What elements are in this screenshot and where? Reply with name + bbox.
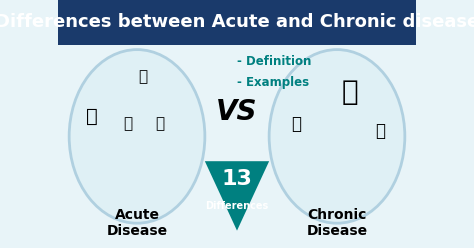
Text: Acute
Disease: Acute Disease xyxy=(107,208,168,238)
Text: 🫁: 🫁 xyxy=(341,78,358,106)
Text: 🦠: 🦠 xyxy=(138,69,147,84)
Text: 💊: 💊 xyxy=(291,115,301,133)
Text: Differences between Acute and Chronic disease: Differences between Acute and Chronic di… xyxy=(0,13,474,31)
Text: Differences: Differences xyxy=(205,201,269,211)
Text: 🩹: 🩹 xyxy=(155,117,165,131)
Text: - Definition
- Examples: - Definition - Examples xyxy=(237,55,311,89)
Text: 13: 13 xyxy=(221,169,253,188)
Text: 🦴: 🦴 xyxy=(86,107,98,126)
Text: Chronic
Disease: Chronic Disease xyxy=(306,208,367,238)
Text: 🩸: 🩸 xyxy=(375,123,385,140)
Text: VS: VS xyxy=(216,98,258,125)
FancyBboxPatch shape xyxy=(58,0,416,45)
Ellipse shape xyxy=(69,50,205,223)
Text: 🔥: 🔥 xyxy=(124,117,133,131)
Ellipse shape xyxy=(269,50,405,223)
Polygon shape xyxy=(205,161,269,231)
